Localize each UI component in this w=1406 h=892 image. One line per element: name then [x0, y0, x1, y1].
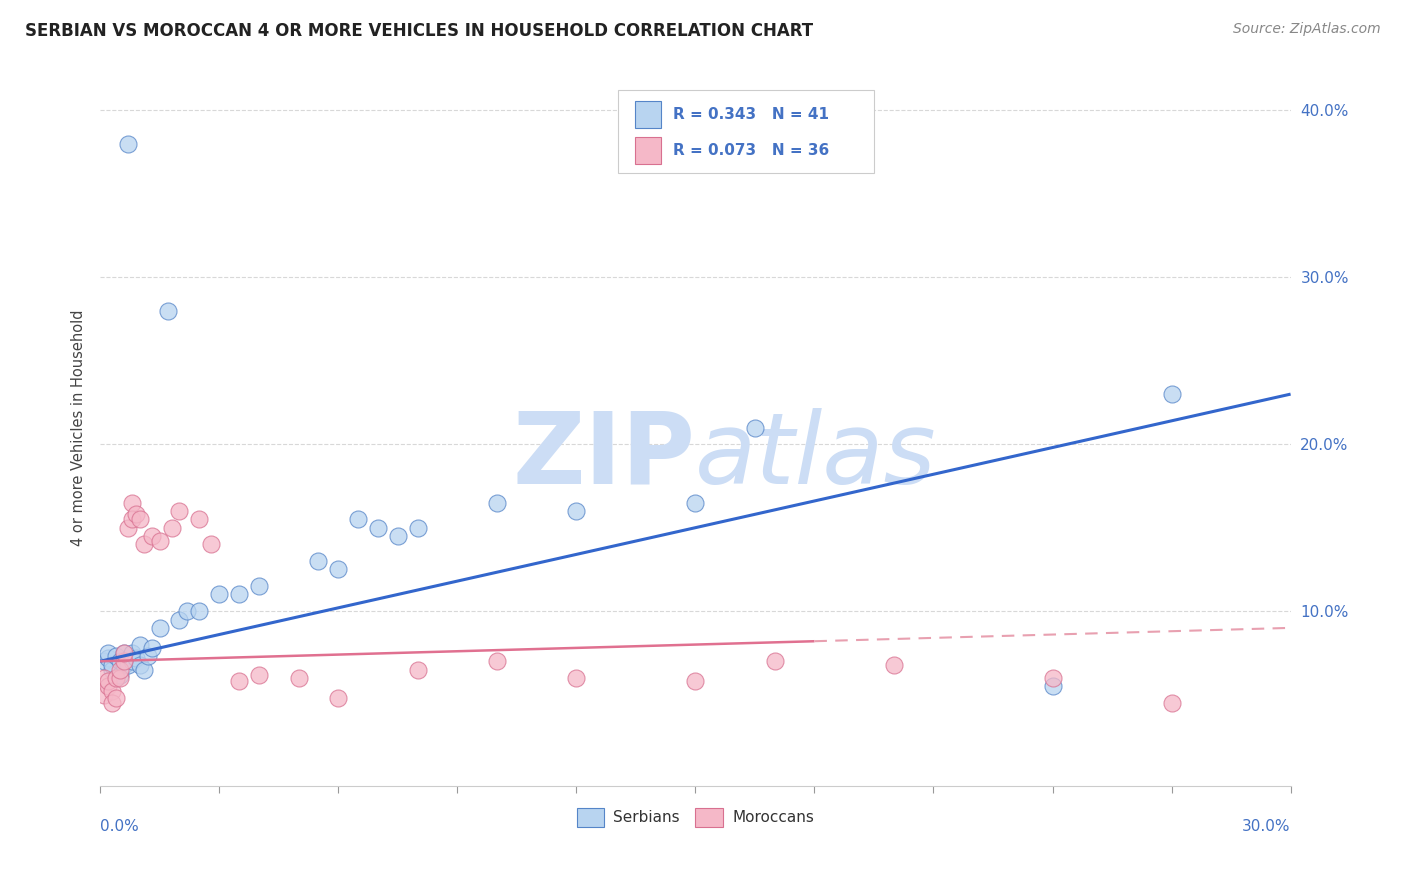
Point: [744, 420, 766, 434]
Point: [347, 512, 370, 526]
Point: [176, 604, 198, 618]
Point: [247, 667, 270, 681]
Text: R = 0.073   N = 36: R = 0.073 N = 36: [672, 143, 830, 158]
Point: [1042, 671, 1064, 685]
Text: 0.0%: 0.0%: [100, 819, 139, 834]
Text: atlas: atlas: [696, 408, 936, 505]
Point: [156, 303, 179, 318]
Point: [328, 691, 350, 706]
Point: [485, 654, 508, 668]
Point: [247, 579, 270, 593]
Point: [101, 663, 124, 677]
Text: R = 0.343   N = 41: R = 0.343 N = 41: [672, 107, 828, 122]
Point: [117, 657, 139, 672]
Point: [108, 654, 131, 668]
Point: [565, 671, 588, 685]
Point: [200, 537, 222, 551]
Point: [169, 504, 191, 518]
Point: [149, 621, 172, 635]
Point: [101, 696, 124, 710]
Point: [121, 646, 143, 660]
Point: [685, 674, 707, 689]
Point: [132, 537, 155, 551]
Point: [160, 521, 183, 535]
Point: [565, 504, 588, 518]
Legend: Serbians, Moroccans: Serbians, Moroccans: [571, 802, 820, 833]
Point: [105, 671, 128, 685]
Point: [93, 654, 115, 668]
Point: [117, 521, 139, 535]
Point: [208, 587, 231, 601]
Point: [108, 663, 131, 677]
Point: [188, 512, 211, 526]
Point: [132, 663, 155, 677]
Point: [105, 671, 128, 685]
Point: [685, 496, 707, 510]
Point: [141, 529, 163, 543]
Point: [112, 657, 135, 672]
Point: [1160, 696, 1182, 710]
Point: [328, 562, 350, 576]
Point: [128, 638, 150, 652]
Point: [406, 663, 429, 677]
Point: [108, 667, 131, 681]
Text: Source: ZipAtlas.com: Source: ZipAtlas.com: [1233, 22, 1381, 37]
Point: [169, 613, 191, 627]
Bar: [634, 136, 661, 164]
Point: [307, 554, 329, 568]
Point: [101, 657, 124, 672]
Y-axis label: 4 or more Vehicles in Household: 4 or more Vehicles in Household: [72, 310, 86, 546]
Point: [93, 688, 115, 702]
Point: [287, 671, 309, 685]
Point: [485, 496, 508, 510]
Point: [149, 534, 172, 549]
Point: [97, 674, 120, 689]
Point: [125, 508, 148, 522]
Point: [121, 512, 143, 526]
Point: [101, 684, 124, 698]
Point: [121, 654, 143, 668]
Point: [112, 654, 135, 668]
FancyBboxPatch shape: [619, 90, 875, 173]
Point: [121, 496, 143, 510]
Point: [112, 646, 135, 660]
Point: [117, 136, 139, 151]
Point: [108, 671, 131, 685]
Point: [136, 649, 159, 664]
Point: [128, 657, 150, 672]
Point: [367, 521, 389, 535]
Text: 30.0%: 30.0%: [1241, 819, 1291, 834]
Point: [228, 674, 250, 689]
Point: [406, 521, 429, 535]
Point: [93, 671, 115, 685]
Text: SERBIAN VS MOROCCAN 4 OR MORE VEHICLES IN HOUSEHOLD CORRELATION CHART: SERBIAN VS MOROCCAN 4 OR MORE VEHICLES I…: [25, 22, 814, 40]
Point: [188, 604, 211, 618]
Point: [1042, 679, 1064, 693]
Point: [1160, 387, 1182, 401]
Point: [105, 691, 128, 706]
Text: ZIP: ZIP: [513, 408, 696, 505]
Point: [128, 512, 150, 526]
Point: [228, 587, 250, 601]
Point: [112, 646, 135, 660]
Point: [97, 651, 120, 665]
Bar: [634, 101, 661, 128]
Point: [883, 657, 905, 672]
Point: [141, 640, 163, 655]
Point: [125, 651, 148, 665]
Point: [387, 529, 409, 543]
Point: [763, 654, 786, 668]
Point: [105, 649, 128, 664]
Point: [97, 646, 120, 660]
Point: [97, 679, 120, 693]
